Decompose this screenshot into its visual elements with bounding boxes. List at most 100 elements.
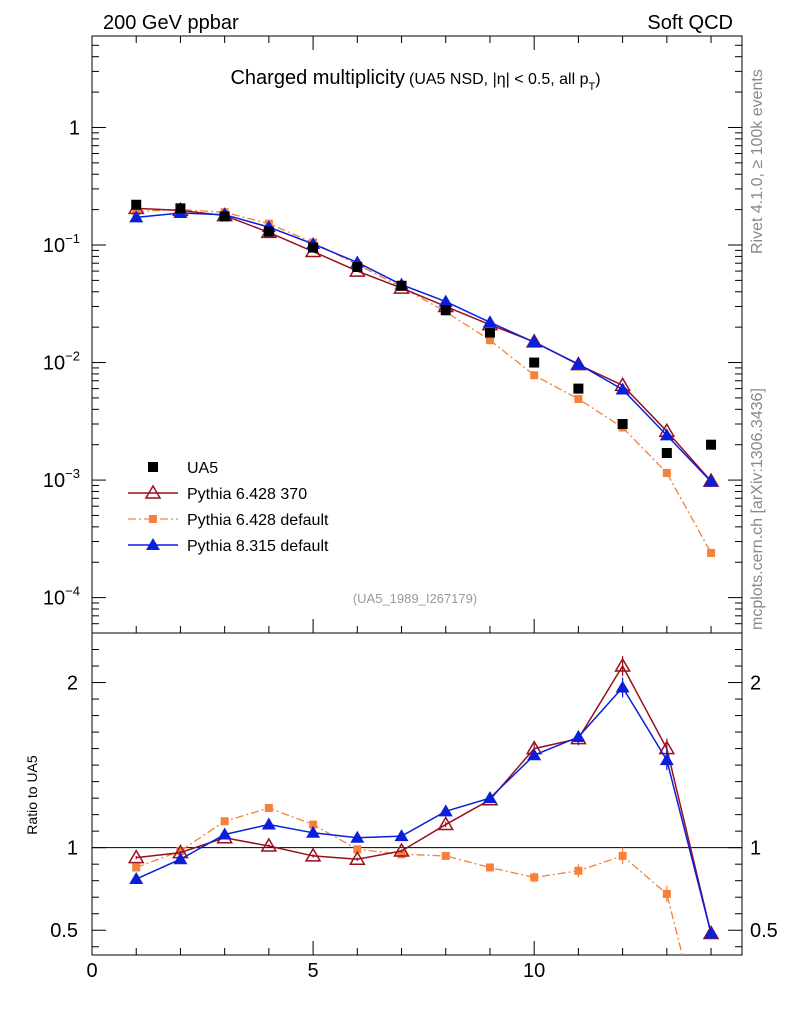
main-series: [127, 199, 720, 557]
ratio-point-py8_default: [482, 791, 497, 804]
y-tick-label-ratio: 1: [67, 838, 78, 860]
ratio-point-py6_370: [437, 816, 455, 831]
point-data: [352, 261, 363, 272]
ratio-point-py8_default: [217, 827, 232, 840]
chart-subtitle-main: (UA5 NSD, |η| < 0.5, all p: [409, 71, 589, 88]
x-tick-label: 5: [308, 960, 319, 982]
y-tick-label-ratio-right: 2: [750, 673, 761, 695]
point-py8_default: [704, 474, 719, 487]
ratio-point-py8_default: [306, 825, 321, 838]
y-tick-label-exp: −4: [65, 584, 80, 599]
ratio-point-py6_default: [132, 863, 141, 872]
ratio-point-py6_370: [349, 850, 366, 865]
point-data: [440, 304, 451, 315]
ratio-point-py6_default: [662, 889, 671, 898]
ratio-panel-frame: [91, 632, 743, 956]
point-data: [573, 383, 584, 394]
point-py6_default: [530, 371, 539, 380]
point-py8_default: [129, 210, 144, 223]
side-label-mcplots: mcplots.cern.ch [arXiv:1306.3436]: [749, 388, 766, 630]
ratio-point-py6_default: [618, 851, 627, 860]
ratio-point-py6_default: [309, 820, 318, 829]
ratio-point-py8_default: [438, 804, 453, 817]
y-tick-label-main: 10−1: [43, 231, 80, 257]
ratio-point-py8_default: [261, 817, 276, 830]
point-py8_default: [482, 315, 497, 328]
y-tick-label-ratio: 0.5: [50, 920, 78, 942]
point-data: [661, 447, 672, 458]
ratio-axes: 0 5 10 0.5 0.5 1 1 2 2: [50, 649, 778, 982]
legend-label-py6_default: Pythia 6.428 default: [187, 512, 329, 529]
header-left: 200 GeV ppbar: [103, 12, 239, 34]
legend-marker-data: [148, 462, 158, 472]
legend: UA5 Pythia 6.428 370 Pythia 6.428 default P…: [128, 460, 329, 555]
y-tick-label-exp: −3: [65, 466, 80, 481]
ratio-ylabel: Ratio to UA5: [24, 755, 40, 835]
ratio-point-py8_default: [659, 753, 674, 766]
point-data: [308, 242, 319, 253]
point-py8_default: [615, 382, 630, 395]
ratio-point-py6_370: [304, 847, 322, 862]
ratio-point-py6_default: [264, 804, 273, 813]
legend-label-py6_370: Pythia 6.428 370: [187, 486, 307, 503]
point-data: [706, 439, 717, 450]
ratio-line-py6_default: [135, 807, 683, 956]
ratio-point-py8_default: [394, 829, 409, 842]
ratio-point-py6_default: [485, 863, 494, 872]
chart-title: Charged multiplicity: [230, 67, 405, 89]
ratio-line-py8_default: [135, 686, 712, 934]
ratio-line-py6_370: [136, 664, 712, 934]
header-right: Soft QCD: [647, 12, 733, 34]
point-data: [175, 203, 186, 214]
ratio-point-py8_default: [129, 872, 144, 885]
point-py8_default: [438, 294, 453, 307]
y-tick-label-base: 10: [43, 353, 65, 375]
chart-subtitle-sub: T: [589, 81, 596, 93]
y-tick-label-exp: −1: [65, 231, 80, 246]
ratio-point-py6_default: [574, 866, 583, 875]
y-tick-label-base: 10: [43, 470, 65, 492]
y-tick-label-main: 10−4: [43, 584, 80, 610]
ratio-point-py6_default: [441, 851, 450, 860]
point-py8_default: [659, 428, 674, 441]
legend-marker-py6_370: [144, 484, 162, 499]
y-tick-label-main: 10−3: [43, 466, 80, 492]
ratio-point-py8_default: [571, 730, 586, 743]
legend-label-py8_default: Pythia 8.315 default: [187, 538, 329, 555]
ratio-point-py6_default: [353, 845, 362, 854]
ratio-point-py6_default: [220, 817, 229, 826]
ratio-point-py6_370: [393, 842, 410, 857]
point-py6_default: [574, 394, 583, 403]
ratio-point-py8_default: [173, 852, 188, 865]
point-data: [617, 418, 628, 429]
y-tick-label-main: 1: [69, 117, 80, 139]
ratio-point-py6_default: [530, 873, 539, 882]
x-tick-label: 0: [86, 960, 97, 982]
y-tick-label-ratio-right: 0.5: [750, 920, 778, 942]
point-py8_default: [527, 335, 542, 348]
analysis-annotation: (UA5_1989_I267179): [353, 591, 477, 606]
ratio-point-py8_default: [704, 926, 719, 939]
series-line-py8_default: [136, 212, 712, 483]
legend-marker-py6_default: [149, 515, 157, 523]
y-tick-label-ratio: 2: [67, 673, 78, 695]
point-data: [219, 211, 230, 222]
ratio-point-py8_default: [527, 748, 542, 761]
legend-label-data: UA5: [187, 460, 218, 477]
chart-subtitle-end: ): [595, 71, 600, 88]
main-axes: 110−110−210−310−4: [43, 35, 742, 634]
ratio-point-py8_default: [350, 830, 365, 843]
ratio-point-py8_default: [615, 680, 630, 693]
series-line-py6_370: [136, 207, 712, 482]
point-py6_default: [707, 548, 716, 557]
y-tick-label-base: 10: [43, 588, 65, 610]
ratio-point-py6_default: [397, 850, 406, 859]
ratio-series: [127, 656, 720, 956]
point-data: [131, 199, 142, 210]
ratio-point-py6_370: [614, 657, 631, 672]
point-data: [263, 226, 274, 237]
legend-marker-py8_default: [146, 538, 160, 550]
side-label-rivet: Rivet 4.1.0, ≥ 100k events: [749, 69, 766, 254]
y-tick-label-main: 10−2: [43, 349, 80, 375]
